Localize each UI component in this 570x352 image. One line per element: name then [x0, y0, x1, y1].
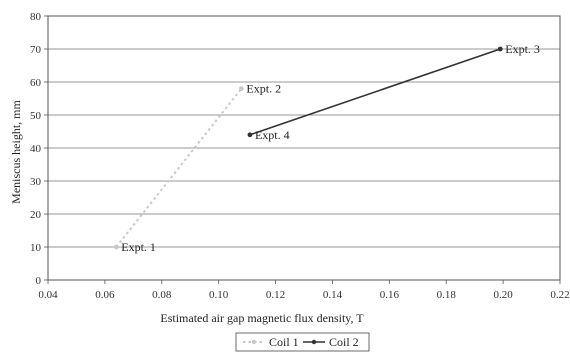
x-tick-label: 0.04 — [38, 289, 58, 301]
legend-marker-1 — [251, 339, 257, 345]
y-tick-label: 20 — [30, 209, 42, 221]
data-point — [113, 244, 119, 250]
x-axis-title: Estimated air gap magnetic flux density,… — [160, 311, 364, 325]
legend-label-2: Coil 2 — [329, 335, 359, 349]
y-tick-label: 70 — [30, 44, 42, 56]
y-tick-label: 80 — [30, 11, 42, 23]
y-tick-label: 10 — [30, 242, 42, 254]
legend: Coil 1 Coil 2 — [235, 332, 370, 352]
x-tick-label: 0.12 — [266, 289, 285, 301]
x-axis-ticks: 0.04 0.06 0.08 0.10 0.12 0.14 0.16 0.18 0.20 0.22 — [38, 280, 570, 301]
point-label: Expt. 4 — [255, 128, 290, 142]
y-tick-label: 40 — [30, 143, 42, 155]
x-tick-label: 0.10 — [209, 289, 229, 301]
series-line-2 — [249, 48, 501, 136]
series-line-1 — [115, 87, 243, 248]
series-layer — [113, 46, 503, 250]
y-axis-ticks: 0 10 20 30 40 50 60 70 80 — [30, 11, 48, 287]
x-tick-label: 0.08 — [152, 289, 172, 301]
point-label: Expt. 3 — [505, 42, 540, 56]
point-label: Expt. 1 — [121, 240, 156, 254]
legend-marker-2 — [311, 339, 317, 345]
data-point — [497, 46, 503, 52]
x-tick-label: 0.16 — [380, 289, 400, 301]
x-tick-label: 0.18 — [437, 289, 457, 301]
y-tick-label: 60 — [30, 77, 42, 89]
x-tick-label: 0.22 — [550, 289, 569, 301]
legend-box — [235, 332, 370, 352]
legend-label-1: Coil 1 — [269, 335, 299, 349]
point-annotations: Expt. 1 Expt. 2 Expt. 3 Expt. 4 — [121, 42, 540, 254]
y-axis-title: Meniscus height, mm — [9, 100, 23, 204]
y-tick-label: 0 — [36, 275, 42, 287]
data-point — [247, 132, 253, 138]
point-label: Expt. 2 — [246, 82, 281, 96]
x-tick-label: 0.14 — [323, 289, 343, 301]
y-tick-label: 30 — [30, 176, 42, 188]
x-tick-label: 0.06 — [95, 289, 115, 301]
data-point — [239, 86, 244, 91]
y-tick-label: 50 — [30, 110, 42, 122]
x-tick-label: 0.20 — [493, 289, 513, 301]
